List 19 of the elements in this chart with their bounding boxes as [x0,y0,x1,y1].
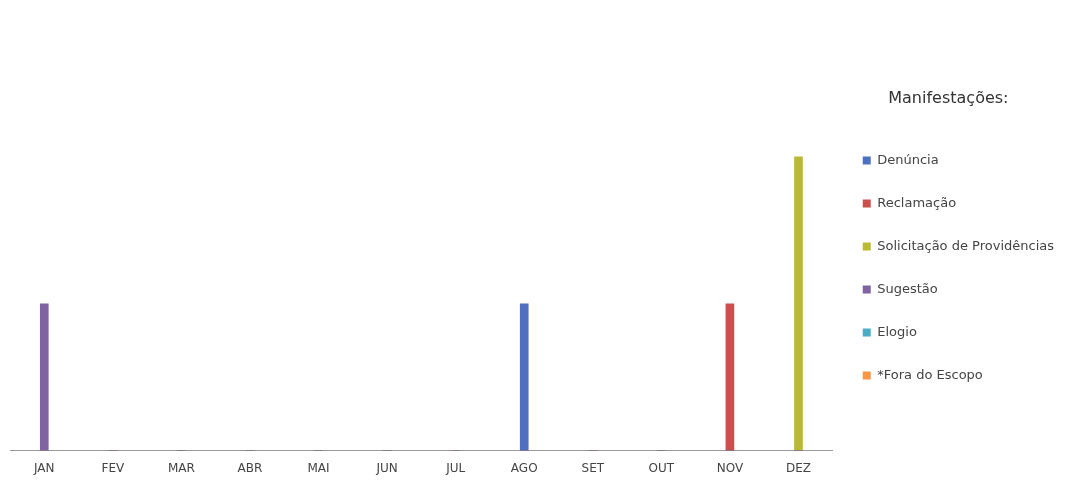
legend-label: Elogio [877,323,917,339]
legend-label: *Fora do Escopo [877,366,983,382]
x-tick-label: NOV [716,460,744,475]
x-tick-label: MAR [167,460,195,475]
x-tick-label: ABR [237,460,263,475]
legend-title: Manifestações: [888,88,1009,108]
x-tick-label: SET [581,460,605,475]
legend-label: Denúncia [877,151,939,167]
legend-label: Solicitação de Providências [877,237,1055,253]
x-tick-label: FEV [101,460,125,475]
x-tick-label: JAN [33,460,55,475]
x-tick-label: JUL [445,460,466,475]
x-tick-label: OUT [648,460,675,475]
x-tick-label: MAI [307,460,330,475]
legend-label: Sugestão [877,280,938,296]
x-tick-label: AGO [510,460,538,475]
x-tick-label: JUN [375,460,398,475]
legend-label: Reclamação [877,194,957,210]
x-tick-label: DEZ [785,460,811,475]
